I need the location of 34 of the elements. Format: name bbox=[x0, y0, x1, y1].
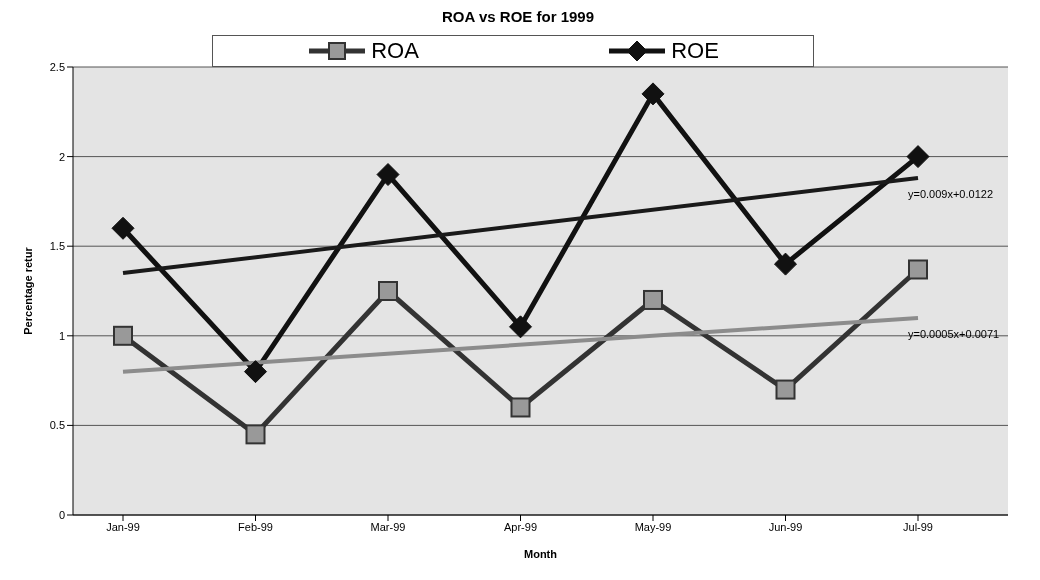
point bbox=[775, 379, 796, 400]
point bbox=[774, 252, 797, 276]
legend-label: ROA bbox=[371, 38, 419, 64]
y-axis-title: Percentage retur bbox=[21, 246, 34, 335]
y-tick-label: 1.5 bbox=[49, 240, 65, 253]
y-tick-label: 2.5 bbox=[49, 60, 65, 73]
point bbox=[510, 397, 531, 418]
x-tick-label: Apr-99 bbox=[503, 520, 538, 533]
chart-title: ROA vs ROE for 1999 bbox=[441, 8, 595, 25]
point bbox=[376, 163, 400, 187]
point bbox=[245, 424, 266, 445]
x-axis-title: Month bbox=[524, 548, 558, 560]
y-tick-label: 0 bbox=[58, 508, 65, 521]
legend-label: ROE bbox=[671, 38, 719, 64]
point bbox=[378, 281, 398, 301]
point bbox=[643, 289, 663, 310]
y-tick-label: 2 bbox=[58, 150, 65, 163]
point bbox=[509, 315, 532, 339]
y-tick-label: 1 bbox=[58, 329, 65, 342]
x-tick-label: Feb-99 bbox=[238, 520, 273, 533]
point bbox=[906, 145, 930, 169]
x-tick-label: Jun-99 bbox=[768, 520, 803, 533]
point bbox=[908, 259, 928, 280]
point bbox=[113, 325, 133, 346]
x-tick-label: May-99 bbox=[634, 520, 672, 533]
x-tick-label: Jan-99 bbox=[106, 520, 140, 533]
x-tick-label: Mar-99 bbox=[370, 520, 406, 533]
point bbox=[641, 82, 665, 106]
y-tick-label: 0.5 bbox=[49, 419, 65, 432]
point bbox=[244, 360, 267, 384]
point bbox=[111, 216, 135, 240]
x-tick-label: Jul-99 bbox=[903, 520, 933, 533]
annotation: y=0.0005x+0.0071 bbox=[908, 327, 1000, 340]
annotation: y=0.009x+0.0122 bbox=[908, 188, 994, 201]
